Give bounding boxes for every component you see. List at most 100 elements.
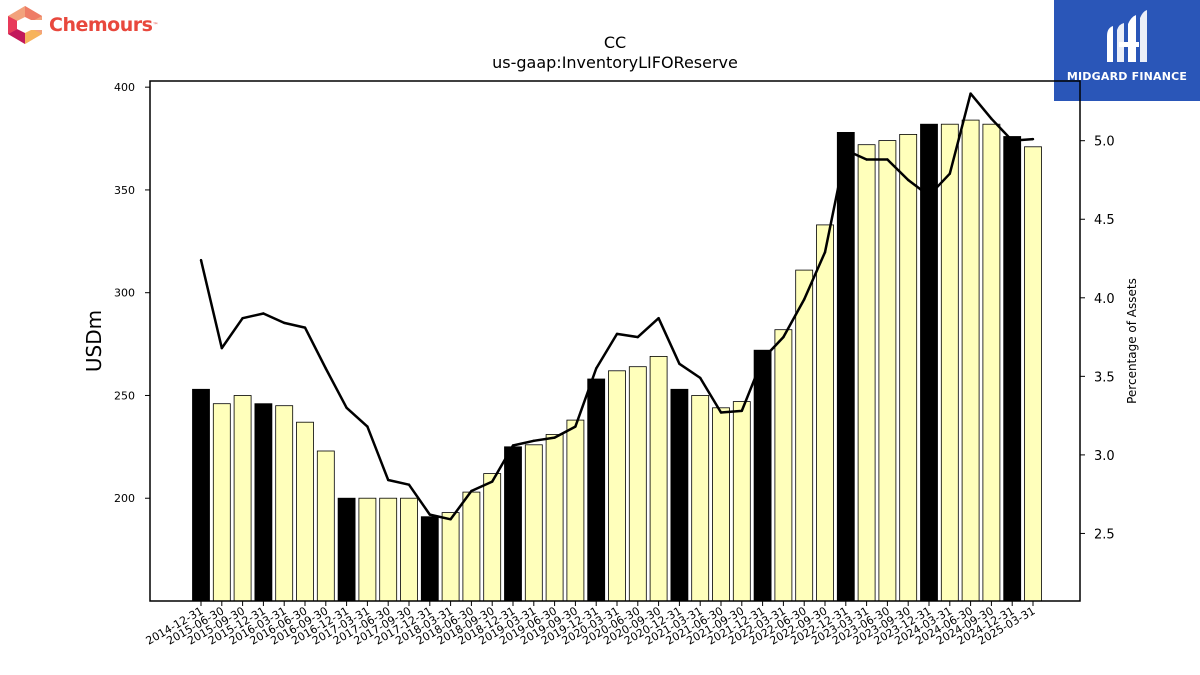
line-point-2018-03-31	[449, 518, 452, 521]
line-point-2016-06-30	[303, 326, 307, 329]
line-point-2023-12-31	[927, 194, 931, 197]
bar-2019-03-31	[524, 444, 543, 602]
bar-2021-09-30	[732, 401, 751, 602]
line-point-2024-06-30	[969, 92, 972, 95]
line-point-2023-03-31	[865, 158, 868, 161]
line-point-2024-03-31	[948, 172, 951, 175]
bar-2024-06-30	[961, 119, 980, 602]
y2-tick-label: 2.5	[1094, 527, 1115, 542]
bar-2022-12-31	[836, 131, 855, 602]
line-point-2021-06-30	[719, 411, 723, 414]
line-point-2022-12-31	[844, 148, 847, 152]
line-point-2019-03-31	[532, 439, 535, 442]
bar-2017-12-31	[420, 516, 439, 602]
y2-tick-label: 4.5	[1094, 213, 1115, 228]
bar-2021-12-31	[753, 349, 772, 602]
bar-2019-09-30	[566, 419, 585, 602]
bar-2023-09-30	[899, 133, 918, 602]
line-point-2022-09-30	[823, 251, 827, 254]
bar-2014-12-31	[192, 388, 210, 602]
bar-2023-03-31	[857, 144, 876, 602]
line-point-2017-06-30	[387, 478, 390, 482]
trademark-symbol: ™	[152, 21, 159, 29]
bar-2017-09-30	[400, 497, 418, 602]
line-point-2015-12-31	[262, 312, 265, 315]
bar-2021-06-30	[712, 407, 730, 602]
bar-2016-12-31	[337, 497, 356, 602]
y2-tick-label: 5.0	[1094, 135, 1115, 150]
bar-2016-09-30	[316, 450, 335, 602]
y-axis-left: 200 250 300 350 400	[114, 81, 150, 505]
line-point-2020-03-31	[615, 332, 619, 336]
line-layer	[199, 92, 1035, 521]
bar-2022-06-30	[795, 269, 814, 602]
y2-axis-label: Percentage of Assets	[1125, 278, 1139, 404]
plot-frame	[149, 80, 1081, 602]
y-tick-label: 300	[114, 287, 135, 300]
bar-2018-03-31	[441, 512, 460, 602]
line-point-2023-06-30	[886, 158, 889, 161]
bar-2022-09-30	[816, 224, 834, 602]
bar-2020-03-31	[608, 370, 626, 602]
line-point-2020-09-30	[657, 317, 660, 320]
line-point-2017-09-30	[407, 483, 411, 486]
line-point-2018-12-31	[511, 444, 515, 447]
bar-2019-12-31	[587, 378, 606, 602]
chart-title: CC	[604, 33, 626, 52]
line-point-2018-09-30	[491, 480, 494, 483]
line-point-2019-12-31	[595, 367, 598, 370]
bar-2016-06-30	[296, 421, 314, 602]
line-point-2015-06-30	[220, 346, 223, 350]
bar-2020-09-30	[649, 355, 668, 602]
bar-2017-06-30	[379, 497, 398, 602]
x-axis: 2014-12-312015-06-302015-09-302015-12-31…	[144, 601, 1038, 648]
bar-2018-06-30	[462, 491, 481, 602]
bar-2015-09-30	[233, 395, 252, 602]
bar-2018-12-31	[504, 446, 522, 602]
line-point-2023-09-30	[907, 178, 910, 182]
y-axis-right: 2.5 3.0 3.5 4.0 4.5 5.0	[1080, 135, 1115, 542]
bar-2021-03-31	[691, 395, 710, 602]
line-point-2016-12-31	[345, 406, 348, 409]
bar-2019-06-30	[545, 434, 564, 602]
line-point-2016-09-30	[324, 367, 327, 370]
line-point-2022-06-30	[803, 298, 806, 301]
line-point-2014-12-31	[199, 258, 203, 262]
line-point-2017-12-31	[428, 513, 431, 516]
chemours-logo: Chemours ™	[4, 4, 158, 46]
bar-2024-12-31	[1003, 136, 1022, 602]
midgard-finance-name: MIDGARD FINANCE	[1066, 70, 1188, 83]
y2-tick-label: 4.0	[1094, 292, 1115, 307]
line-point-2015-09-30	[241, 317, 244, 320]
y-tick-label: 350	[114, 184, 135, 197]
line-point-2020-06-30	[636, 335, 639, 339]
line-point-2025-03-31	[1031, 137, 1035, 141]
y2-tick-label: 3.0	[1094, 449, 1115, 464]
bar-2017-03-31	[358, 497, 377, 602]
line-point-2019-06-30	[553, 436, 556, 439]
y-tick-label: 250	[114, 389, 135, 402]
bar-2015-06-30	[212, 403, 231, 602]
bar-2025-03-31	[1024, 146, 1042, 602]
bar-2023-06-30	[878, 140, 897, 602]
bar-2020-12-31	[670, 388, 689, 602]
chart-subtitle: us-gaap:InventoryLIFOReserve	[492, 53, 738, 72]
line-point-2021-03-31	[699, 376, 702, 380]
bar-2020-06-30	[628, 366, 647, 602]
line-point-2019-09-30	[574, 425, 577, 428]
bar-2016-03-31	[275, 405, 294, 602]
bar-2022-03-31	[774, 329, 793, 602]
line-point-2022-03-31	[782, 335, 785, 339]
line-point-2016-03-31	[283, 321, 286, 325]
bar-2018-09-30	[483, 473, 502, 602]
midgard-finance-logo: MIDGARD FINANCE	[1054, 0, 1200, 101]
y2-tick-label: 3.5	[1094, 370, 1115, 385]
y-tick-label: 400	[114, 81, 135, 94]
midgard-mark-icon	[1107, 10, 1147, 62]
chemours-mark-icon	[8, 6, 44, 44]
chemours-wordmark: Chemours	[49, 14, 153, 36]
line-point-2021-09-30	[740, 409, 743, 413]
line-point-2024-12-31	[1011, 139, 1014, 142]
line-point-2017-03-31	[366, 425, 369, 428]
